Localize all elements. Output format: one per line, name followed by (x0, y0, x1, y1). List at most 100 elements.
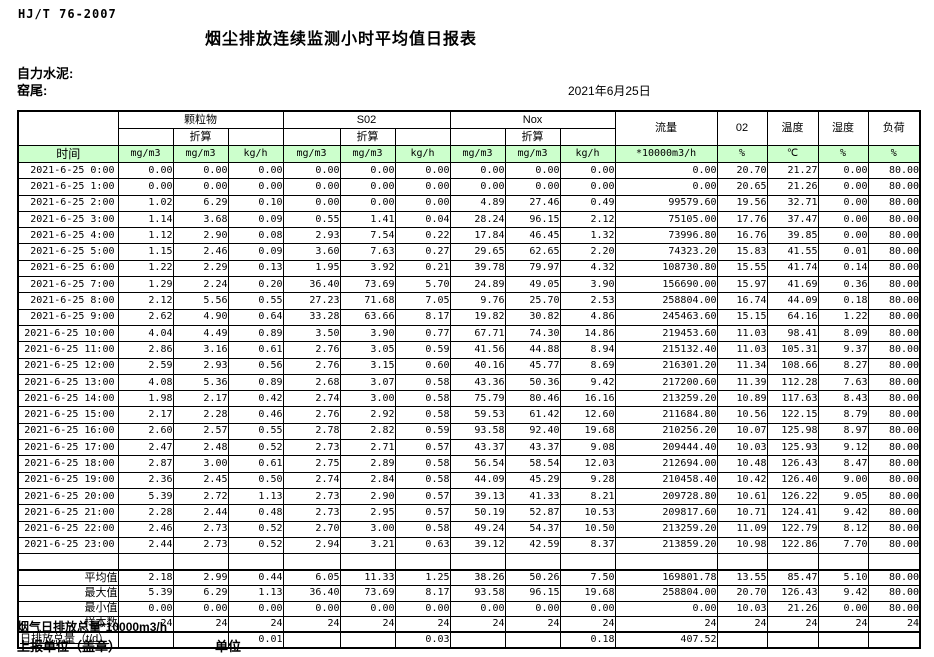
value-cell: 0.42 (227, 390, 284, 408)
value-cell: 7.05 (394, 292, 451, 310)
value-cell: 80.00 (867, 520, 921, 538)
value-cell (766, 630, 819, 649)
unit-cell: mg/m3 (504, 145, 561, 163)
value-cell: 9.42 (817, 504, 869, 522)
value-cell: 0.77 (394, 324, 451, 343)
value-cell: 2.68 (282, 373, 341, 392)
value-cell: 1.15 (117, 243, 174, 261)
value-cell: 0.89 (227, 373, 284, 392)
value-cell: 3.05 (339, 341, 396, 359)
row-label-cell: 2021-6-25 15:00 (17, 406, 119, 424)
value-cell: 40.16 (449, 357, 506, 375)
value-cell: 99579.60 (614, 194, 718, 212)
value-cell: 16.16 (559, 390, 616, 408)
value-cell: 3.60 (282, 243, 341, 261)
value-cell: 210458.40 (614, 471, 718, 489)
value-cell: 42.59 (504, 536, 561, 555)
value-cell: 8.17 (394, 308, 451, 326)
value-cell: 4.04 (117, 324, 174, 343)
value-cell: 213259.20 (614, 520, 718, 538)
value-cell: 126.43 (766, 585, 819, 602)
value-cell: 21.26 (766, 600, 819, 617)
value-cell: 6.29 (172, 194, 229, 212)
value-cell: 2.94 (282, 536, 341, 555)
value-cell: 0.48 (227, 504, 284, 522)
value-cell: 3.92 (339, 259, 396, 278)
converted-label-nox: 折算 (504, 128, 561, 146)
value-cell: 19.56 (716, 194, 768, 212)
value-cell: 8.94 (559, 341, 616, 359)
value-cell: 20.70 (716, 585, 768, 602)
blank-cell (449, 128, 506, 146)
table-row: 2021-6-25 10:00 4.04 4.49 0.89 3.50 3.90 0.77 6… (17, 324, 921, 343)
value-cell: 0.00 (282, 161, 341, 180)
value-cell: 11.34 (716, 357, 768, 375)
value-cell: 1.29 (117, 276, 174, 294)
value-cell: 2.78 (282, 422, 341, 441)
value-cell: 2.36 (117, 471, 174, 489)
value-cell (449, 630, 506, 649)
value-cell: 2.45 (172, 471, 229, 489)
value-cell: 0.09 (227, 210, 284, 229)
value-cell: 39.12 (449, 536, 506, 555)
value-cell: 24 (716, 615, 768, 633)
value-cell: 10.71 (716, 504, 768, 522)
value-cell: 24 (817, 615, 869, 633)
value-cell: 3.50 (282, 324, 341, 343)
value-cell: 0.57 (394, 439, 451, 457)
table-row: 2021-6-25 17:00 2.47 2.48 0.52 2.73 2.71 0.57 4… (17, 439, 921, 457)
value-cell: 2.92 (339, 406, 396, 424)
row-label-cell: 2021-6-25 10:00 (17, 324, 119, 343)
company-label: 自力水泥: (17, 66, 74, 81)
value-cell: 13.55 (716, 569, 768, 587)
value-cell: 2.90 (339, 487, 396, 506)
value-cell: 3.00 (339, 390, 396, 408)
value-cell: 112.28 (766, 373, 819, 392)
value-cell: 96.15 (504, 210, 561, 229)
table-row: 最大值 5.39 6.29 1.13 36.40 73.69 8.17 93.58 96.15 1… (17, 585, 921, 602)
value-cell: 0.04 (394, 210, 451, 229)
value-cell: 0.61 (227, 455, 284, 473)
value-cell: 0.00 (817, 178, 869, 196)
row-label-cell: 2021-6-25 0:00 (17, 161, 119, 180)
table-row: 2021-6-25 3:00 1.14 3.68 0.09 0.55 1.41 0.04 28… (17, 210, 921, 229)
value-cell: 2.76 (282, 406, 341, 424)
value-cell: 80.00 (867, 227, 921, 245)
value-cell: 0.00 (817, 600, 869, 617)
value-cell: 2.53 (559, 292, 616, 310)
value-cell: 0.56 (227, 357, 284, 375)
value-cell: 2.76 (282, 357, 341, 375)
value-cell: 8.27 (817, 357, 869, 375)
value-cell: 8.79 (817, 406, 869, 424)
group-so2: S02 (282, 110, 451, 129)
value-cell: 80.00 (867, 455, 921, 473)
value-cell: 2.75 (282, 455, 341, 473)
value-cell: 11.09 (716, 520, 768, 538)
group-flow: 流量 (614, 110, 718, 146)
time-column-header: 时间 (17, 145, 119, 163)
value-cell: 15.55 (716, 259, 768, 278)
value-cell: 125.98 (766, 422, 819, 441)
value-cell: 0.44 (227, 569, 284, 587)
value-cell: 0.00 (504, 178, 561, 196)
table-header: 颗粒物 S02 Nox 流量 02 温度 湿度 负荷 折算 折算 折算 (17, 110, 921, 163)
value-cell: 80.00 (867, 308, 921, 326)
value-cell: 2.70 (282, 520, 341, 538)
value-cell: 2.29 (172, 259, 229, 278)
value-cell: 8.09 (817, 324, 869, 343)
value-cell: 1.95 (282, 259, 341, 278)
value-cell: 9.37 (817, 341, 869, 359)
value-cell: 8.17 (394, 585, 451, 602)
value-cell: 0.00 (559, 600, 616, 617)
value-cell: 2.73 (172, 520, 229, 538)
value-cell: 63.66 (339, 308, 396, 326)
value-cell: 108.66 (766, 357, 819, 375)
value-cell: 2.90 (172, 227, 229, 245)
value-cell: 2.87 (117, 455, 174, 473)
value-cell: 0.57 (394, 487, 451, 506)
value-cell: 24.89 (449, 276, 506, 294)
table-row: 2021-6-25 4:00 1.12 2.90 0.08 2.93 7.54 0.22 17… (17, 227, 921, 245)
value-cell: 73996.80 (614, 227, 718, 245)
unit-label: 单位 (215, 639, 242, 654)
value-cell: 80.00 (867, 259, 921, 278)
